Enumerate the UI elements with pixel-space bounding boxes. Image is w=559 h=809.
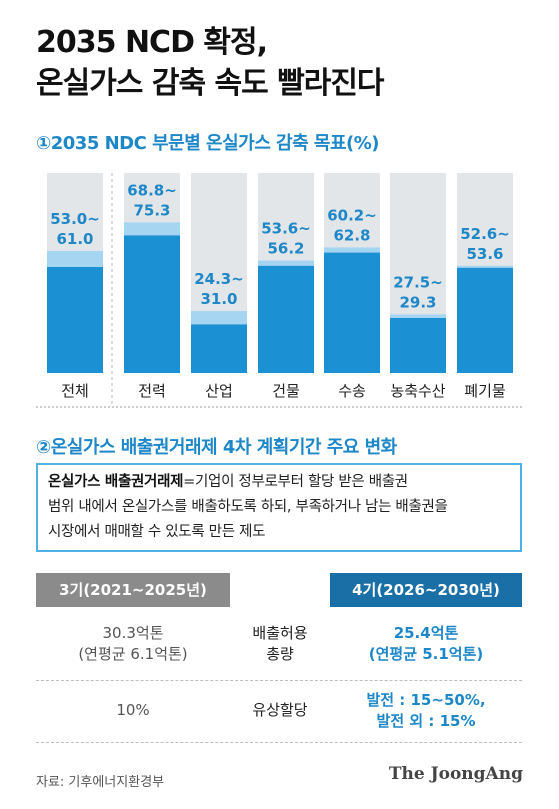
data-label: 61.0 bbox=[56, 230, 93, 248]
data-label: 53.6~ bbox=[261, 220, 311, 238]
category-label: 수송 bbox=[338, 382, 366, 400]
row2-phase4: 발전 : 15~50%, 발전 외 : 15% bbox=[330, 690, 522, 732]
row2-phase4-line1: 발전 : 15~50%, bbox=[366, 691, 486, 709]
definition-term: 온실가스 배출권거래제 bbox=[48, 474, 184, 490]
category-label: 건물 bbox=[272, 382, 300, 400]
row1-phase3-avg: (연평균 6.1억톤) bbox=[78, 645, 188, 663]
bar-base bbox=[258, 265, 314, 373]
bar-range bbox=[258, 260, 314, 266]
bar-base bbox=[191, 324, 247, 373]
definition-line-3: 시장에서 매매할 수 있도록 만든 제도 bbox=[48, 524, 266, 540]
row1-phase3: 30.3억톤 (연평균 6.1억톤) bbox=[36, 623, 230, 665]
data-label: 75.3 bbox=[133, 201, 170, 219]
category-label: 전력 bbox=[138, 382, 166, 400]
row2-phase3-value: 10% bbox=[116, 701, 150, 719]
data-label: 52.6~ bbox=[460, 225, 510, 243]
publisher-logo: The JoongAng bbox=[388, 764, 523, 784]
bar-base bbox=[47, 267, 103, 373]
definition-line-2: 범위 내에서 온실가스를 배출하도록 하되, 부족하거나 남는 배출권을 bbox=[48, 499, 448, 515]
definition-box: 온실가스 배출권거래제=기업이 정부로부터 할당 받은 배출권 범위 내에서 온… bbox=[36, 463, 522, 552]
data-label: 68.8~ bbox=[127, 181, 177, 199]
definition-line-1: 온실가스 배출권거래제=기업이 정부로부터 할당 받은 배출권 bbox=[48, 470, 510, 495]
row2-phase4-line2: 발전 외 : 15% bbox=[376, 712, 476, 730]
definition-text-1: =기업이 정부로부터 할당 받은 배출권 bbox=[183, 474, 408, 490]
page-title: 2035 NCD 확정, 온실가스 감축 속도 빨라진다 bbox=[36, 22, 536, 104]
bar-range bbox=[457, 265, 513, 268]
row2-label-line1: 유상할당 bbox=[252, 701, 308, 719]
bar-range bbox=[390, 314, 446, 318]
row2-label: 유상할당 bbox=[230, 700, 330, 721]
bar-base bbox=[324, 252, 380, 373]
bar-range bbox=[191, 311, 247, 325]
row-divider bbox=[36, 680, 522, 681]
data-label: 60.2~ bbox=[327, 206, 377, 224]
bar-base bbox=[457, 267, 513, 373]
row1-phase4-avg: (연평균 5.1억톤) bbox=[368, 645, 484, 663]
data-label: 62.8 bbox=[333, 226, 370, 244]
category-label: 산업 bbox=[205, 382, 233, 400]
row1-phase4-value: 25.4억톤 bbox=[393, 624, 459, 642]
row1-phase3-value: 30.3억톤 bbox=[102, 624, 164, 642]
data-label: 29.3 bbox=[399, 293, 436, 311]
category-label: 전체 bbox=[61, 382, 89, 400]
section-1-title: ①2035 NDC 부문별 온실가스 감축 목표(%) bbox=[36, 133, 380, 154]
reduction-target-chart: 53.0~ 61.0 전체 68.8~ 75.3 전력 24.3~ 31.0 산업 53.6~ 56… bbox=[36, 173, 522, 408]
title-line-2: 온실가스 감축 속도 빨라진다 bbox=[36, 66, 385, 101]
row1-phase4: 25.4억톤 (연평균 5.1억톤) bbox=[330, 623, 522, 665]
header-phase-4: 4기(2026~2030년) bbox=[330, 573, 522, 607]
bar-range bbox=[47, 251, 103, 267]
data-label: 31.0 bbox=[200, 290, 237, 308]
data-label: 53.6 bbox=[466, 245, 503, 263]
data-label: 53.0~ bbox=[50, 210, 100, 228]
title-line-1: 2035 NCD 확정, bbox=[36, 25, 268, 60]
section-2-title: ②온실가스 배출권거래제 4차 계획기간 주요 변화 bbox=[36, 437, 397, 458]
category-label: 농축수산 bbox=[390, 382, 445, 400]
data-label: 27.5~ bbox=[393, 273, 443, 291]
data-label: 24.3~ bbox=[194, 270, 244, 288]
row1-label-line2: 총량 bbox=[266, 645, 294, 663]
bar-base bbox=[124, 235, 180, 373]
bar-range bbox=[324, 247, 380, 253]
row-divider bbox=[36, 742, 522, 743]
bar-range bbox=[124, 222, 180, 236]
row1-label-line1: 배출허용 bbox=[252, 624, 308, 642]
bar-base bbox=[390, 318, 446, 373]
row2-phase3: 10% bbox=[36, 700, 230, 721]
source-note: 자료: 기후에너지환경부 bbox=[36, 775, 165, 790]
data-label: 56.2 bbox=[267, 240, 304, 258]
category-label: 폐기물 bbox=[464, 382, 505, 400]
header-phase-3: 3기(2021~2025년) bbox=[36, 573, 230, 607]
row1-label: 배출허용 총량 bbox=[230, 623, 330, 665]
